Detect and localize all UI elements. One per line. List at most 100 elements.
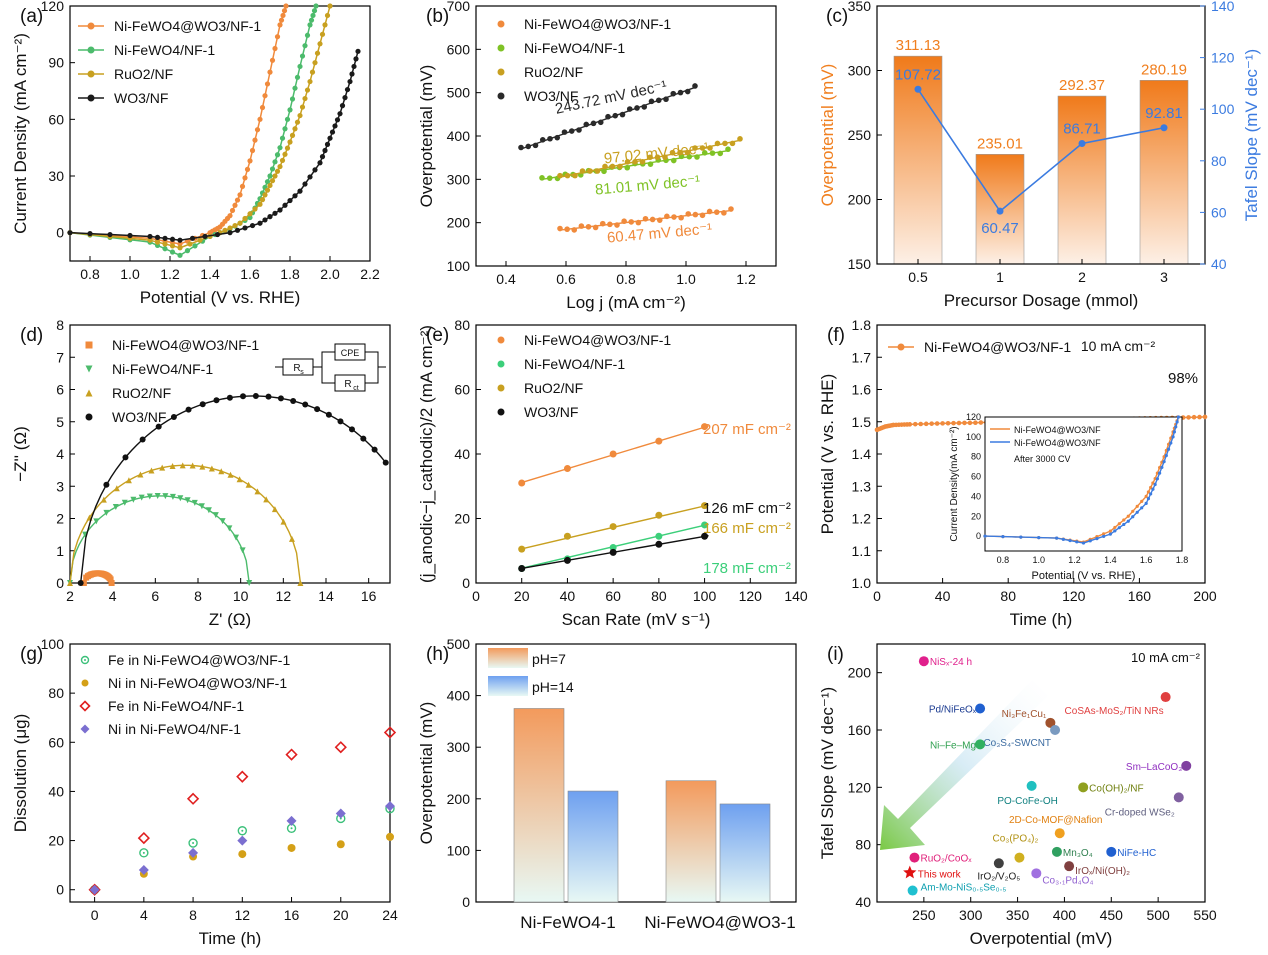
data-point <box>1088 539 1092 543</box>
wire <box>313 351 335 368</box>
data-point <box>147 237 153 243</box>
data-point <box>226 394 233 401</box>
legend-item: Ni-FeWO4@WO3/NF-1 <box>888 339 1071 355</box>
y2-axis-label: Tafel Slope (mV dec⁻¹) <box>1242 49 1261 221</box>
data-point <box>1122 518 1126 522</box>
panel-label: (c) <box>826 6 848 27</box>
data-point <box>1191 414 1197 420</box>
data-point <box>282 202 288 208</box>
panel-h: 0 100 200 300 400 500 Overpotential (mV) (h) Ni-… <box>417 636 797 932</box>
marker-dot <box>290 827 293 830</box>
x-tick-label: 12 <box>276 588 292 604</box>
data-point <box>227 471 234 478</box>
data-point <box>272 159 278 165</box>
data-point <box>294 119 301 125</box>
data-point <box>525 143 532 150</box>
data-point <box>571 227 578 233</box>
data-point <box>701 521 709 529</box>
data-point <box>189 462 196 469</box>
marker-dot <box>84 659 86 661</box>
x-tick-label: 0.8 <box>616 271 636 287</box>
y-tick-label: 400 <box>447 688 471 704</box>
data-point <box>692 211 699 218</box>
data-point <box>1135 510 1139 514</box>
data-point <box>257 201 263 207</box>
data-point <box>497 336 505 344</box>
data-point <box>592 224 599 231</box>
data-point <box>282 126 288 132</box>
data-point <box>554 134 561 141</box>
data-point <box>192 243 198 249</box>
x-tick-label: 1.4 <box>200 266 220 282</box>
point-label: Co(OH)₂/NF <box>1089 783 1143 794</box>
data-point <box>1037 536 1041 540</box>
point-label: Co₃S₄-SWCNT <box>983 738 1051 749</box>
data-point <box>287 843 296 852</box>
legend-item: RuO2/NF <box>497 380 583 396</box>
x-tick-label: 16 <box>361 588 377 604</box>
data-point <box>382 459 389 466</box>
data-point <box>737 136 743 142</box>
inset-y-tick-label: 100 <box>966 432 981 442</box>
data-point <box>934 421 940 426</box>
marker-dot <box>142 851 145 854</box>
data-point <box>283 3 289 9</box>
x-tick-label: 12 <box>235 907 251 923</box>
plot-frame <box>69 5 371 262</box>
data-point <box>383 726 397 739</box>
data-point <box>265 393 272 400</box>
y-tick-label: 1.3 <box>852 478 872 494</box>
data-point <box>79 700 91 712</box>
data-point <box>327 3 333 9</box>
y-tick-label: 5 <box>56 414 64 430</box>
data-point <box>951 420 956 426</box>
data-point <box>297 112 303 119</box>
panel-label: (e) <box>426 325 449 346</box>
point-label: Am-Mo-NiS₀.₅Se₀.₅ <box>921 883 1007 894</box>
y-tick-label: 40 <box>855 894 871 910</box>
data-point <box>624 164 631 171</box>
data-point <box>1078 139 1086 147</box>
y-tick-label: 20 <box>48 833 64 849</box>
point-label: CoSAs-MoS₂/TiN NRs <box>1065 706 1164 717</box>
data-point <box>103 481 110 488</box>
data-point <box>599 220 606 227</box>
data-point <box>656 217 663 223</box>
inset-y-tick-label: 0 <box>976 531 981 541</box>
data-point <box>274 168 281 174</box>
data-point <box>191 499 198 506</box>
data-point <box>332 123 338 129</box>
data-point <box>662 154 668 160</box>
data-point <box>264 81 271 87</box>
panel-e: 0 20 40 60 80 100 120 140 0 20 40 60 80 Scan Rate (mV… <box>417 317 808 629</box>
data-point <box>127 232 133 239</box>
x-tick-label: 80 <box>1000 588 1016 604</box>
point-label: NiFe-HC <box>1117 848 1156 859</box>
data-point <box>699 212 706 219</box>
data-point <box>307 78 313 85</box>
marker-ring <box>139 848 149 858</box>
data-point <box>609 548 617 556</box>
data-point <box>632 159 638 165</box>
y-tick-label: 200 <box>447 791 471 807</box>
data-point <box>1151 487 1155 491</box>
data-point <box>706 208 713 215</box>
legend-label: Ni-FeWO4/NF-1 <box>524 356 625 372</box>
data-point <box>277 395 284 402</box>
data-point <box>113 485 120 492</box>
data-point <box>721 210 727 216</box>
capacitance-annotation: 178 mF cm⁻² <box>703 560 791 577</box>
y-tick-label: 100 <box>41 636 65 652</box>
data-point <box>67 230 73 236</box>
data-point <box>722 140 728 147</box>
data-point <box>1140 506 1144 510</box>
data-point <box>641 104 648 110</box>
capacitance-annotation: 166 mF cm⁻² <box>703 520 791 537</box>
inset-x-tick-label: 1.6 <box>1140 555 1153 565</box>
data-point <box>155 423 162 430</box>
data-point <box>279 157 286 164</box>
y-tick-label: 3 <box>56 478 64 494</box>
marker-dot <box>241 829 244 832</box>
data-point <box>85 413 93 421</box>
data-point <box>87 22 95 30</box>
